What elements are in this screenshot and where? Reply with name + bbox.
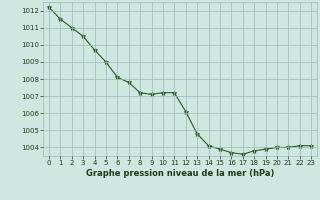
X-axis label: Graphe pression niveau de la mer (hPa): Graphe pression niveau de la mer (hPa) <box>86 169 274 178</box>
